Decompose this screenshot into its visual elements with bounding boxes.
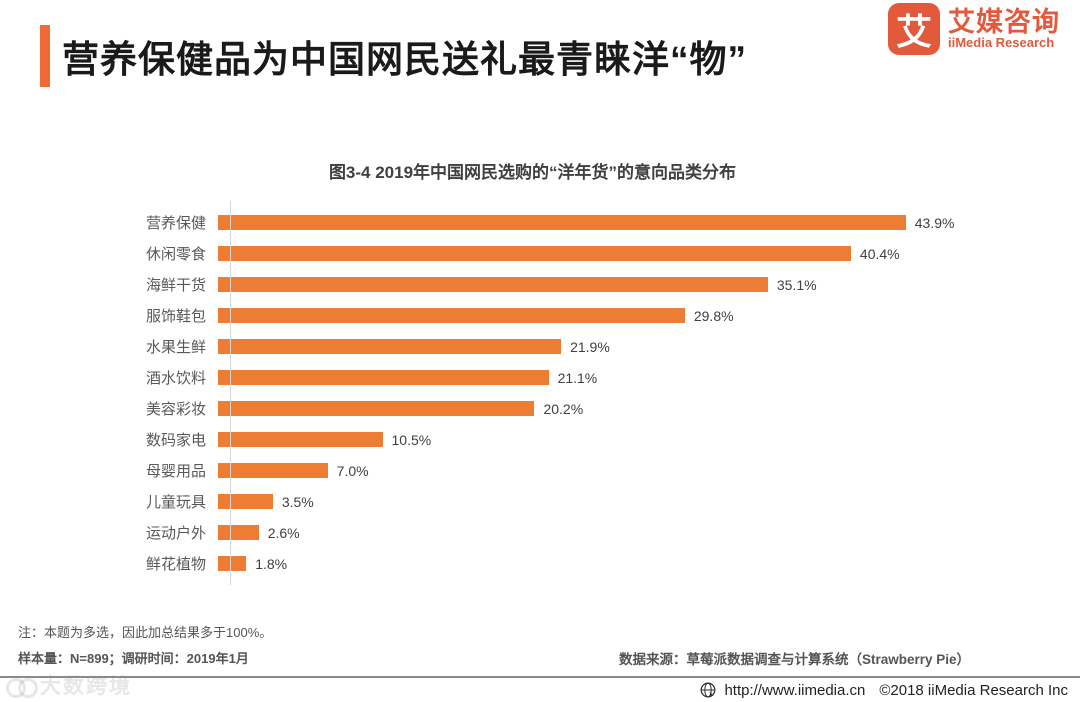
category-label: 数码家电 [145, 432, 206, 449]
bar-track: 7.0% [218, 463, 923, 479]
category-label: 酒水饮料 [145, 370, 206, 387]
value-label: 43.9% [914, 214, 955, 231]
bar [218, 370, 549, 385]
bar-track: 29.8% [218, 308, 923, 324]
chart-row: 营养保健 43.9% [130, 207, 1000, 238]
bar [218, 215, 906, 230]
category-label: 运动户外 [145, 525, 206, 542]
value-label: 21.9% [570, 338, 610, 355]
bar [218, 494, 273, 509]
iimedia-logo: 艾 艾媒咨询 iiMedia Research [888, 3, 1060, 55]
chart-row: 服饰鞋包 29.8% [130, 300, 1000, 331]
value-label: 10.5% [391, 431, 432, 448]
page-title: 营养保健品为中国网民送礼最青睐洋“物” [62, 39, 747, 80]
category-label: 水果生鲜 [145, 339, 206, 356]
category-label: 服饰鞋包 [145, 308, 206, 325]
bar [218, 277, 768, 292]
category-label: 儿童玩具 [145, 494, 206, 511]
value-label: 21.1% [557, 369, 598, 386]
chart-row: 母婴用品 7.0% [130, 455, 1000, 486]
chart-row: 休闲零食 40.4% [130, 238, 1000, 269]
value-label: 1.8% [255, 555, 288, 572]
category-label: 营养保健 [145, 215, 206, 232]
footer-bar: http://www.iimedia.cn ©2018 iiMedia Rese… [0, 676, 1080, 702]
bar-track: 1.8% [218, 556, 923, 572]
category-label: 休闲零食 [145, 246, 206, 263]
bar-track: 21.1% [218, 370, 923, 386]
value-label: 20.2% [543, 400, 584, 417]
logo-name-cn: 艾媒咨询 [948, 7, 1060, 37]
chart-row: 美容彩妆 20.2% [130, 393, 1000, 424]
chart-rows: 营养保健 43.9% 休闲零食 40.4% 海鲜干货 35.1% 服饰鞋包 29… [130, 201, 1000, 585]
data-source: 数据来源：草莓派数据调查与计算系统（Strawberry Pie） [618, 652, 970, 667]
logo-name-en: iiMedia Research [948, 35, 1055, 51]
logo-text: 艾媒咨询 iiMedia Research [948, 8, 1060, 50]
chart-note: 注：本题为多选，因此加总结果多于100%。 [18, 625, 273, 640]
chart-row: 数码家电 10.5% [130, 424, 1000, 455]
category-label: 美容彩妆 [145, 401, 206, 418]
iimedia-logo-icon: 艾 [888, 3, 940, 55]
value-label: 7.0% [336, 462, 369, 479]
bar [218, 463, 328, 478]
watermark-logo-icon [6, 676, 38, 698]
category-label: 鲜花植物 [145, 556, 206, 573]
category-label: 海鲜干货 [145, 277, 206, 294]
bar-track: 35.1% [218, 277, 923, 293]
sample-note: 样本量：N=899；调研时间：2019年1月 [18, 651, 249, 666]
bar-track: 21.9% [218, 339, 923, 355]
bar [218, 432, 383, 447]
bar-track: 40.4% [218, 246, 923, 262]
chart-row: 酒水饮料 21.1% [130, 362, 1000, 393]
footer-copyright: ©2018 iiMedia Research Inc [879, 681, 1068, 699]
watermark: 大数跨境 [6, 670, 132, 700]
footer-url[interactable]: http://www.iimedia.cn [724, 681, 866, 699]
header: 营养保健品为中国网民送礼最青睐洋“物” [40, 25, 1060, 87]
bar-track: 3.5% [218, 494, 923, 510]
bar [218, 401, 535, 416]
value-label: 29.8% [693, 307, 734, 324]
bar [218, 308, 685, 323]
globe-icon [701, 682, 716, 698]
chart-row: 鲜花植物 1.8% [130, 548, 1000, 579]
bar [218, 556, 247, 571]
bar [218, 339, 562, 354]
bar-chart: 图3-4 2019年中国网民选购的“洋年货”的意向品类分布 营养保健 43.9%… [130, 158, 1000, 585]
bar-track: 2.6% [218, 525, 923, 541]
category-label: 母婴用品 [145, 463, 206, 480]
watermark-text: 大数跨境 [40, 675, 132, 698]
value-label: 35.1% [776, 276, 817, 293]
chart-row: 儿童玩具 3.5% [130, 486, 1000, 517]
title-accent-bar [40, 25, 50, 87]
bar-track: 43.9% [218, 215, 954, 231]
chart-row: 水果生鲜 21.9% [130, 331, 1000, 362]
chart-row: 运动户外 2.6% [130, 517, 1000, 548]
chart-title: 图3-4 2019年中国网民选购的“洋年货”的意向品类分布 [328, 163, 737, 182]
y-axis-line [230, 201, 231, 585]
value-label: 3.5% [281, 493, 314, 510]
bar [218, 246, 851, 261]
chart-row: 海鲜干货 35.1% [130, 269, 1000, 300]
value-label: 2.6% [267, 524, 300, 541]
bar [218, 525, 259, 540]
bar-track: 20.2% [218, 401, 923, 417]
bar-track: 10.5% [218, 432, 923, 448]
value-label: 40.4% [859, 245, 900, 262]
